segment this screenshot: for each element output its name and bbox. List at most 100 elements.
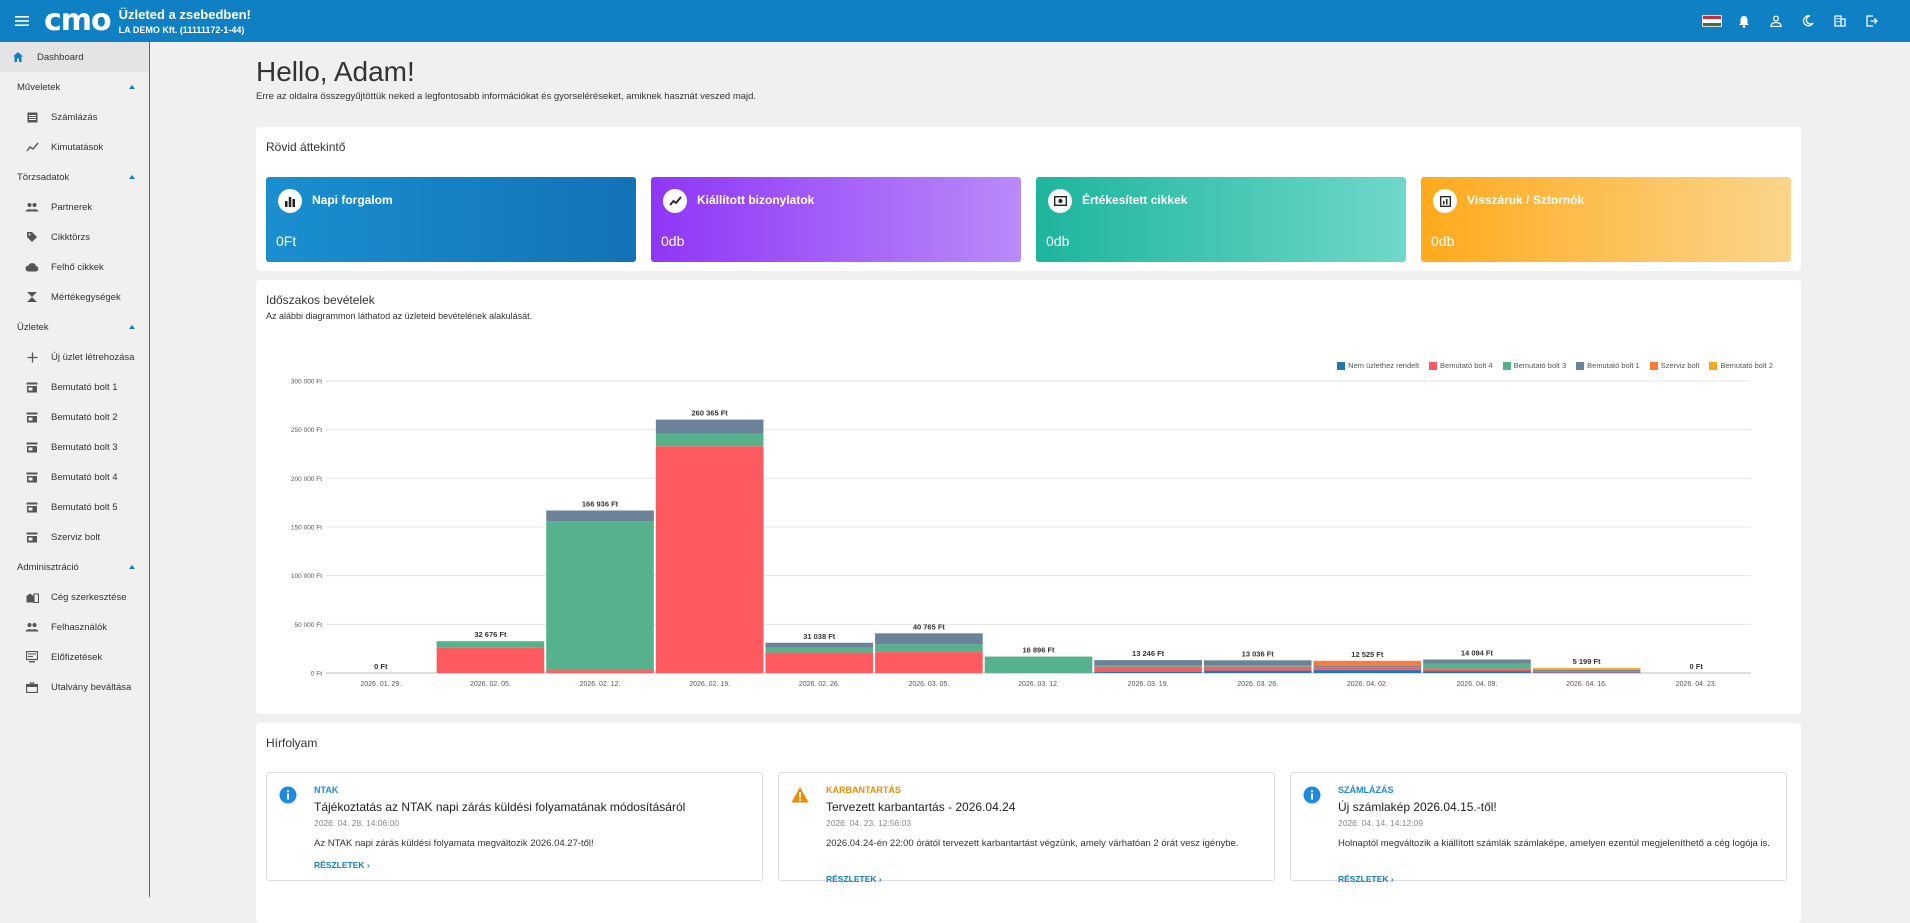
revenue-title: Időszakos bevételek: [266, 293, 375, 307]
sidebar-item-ceg[interactable]: Cég szerkesztése: [0, 582, 149, 612]
sidebar-item-dashboard[interactable]: Dashboard: [0, 42, 149, 72]
sidebar-group-torzsadatok[interactable]: Törzsadatok: [0, 162, 149, 192]
building-icon[interactable]: [1824, 0, 1856, 42]
legend-item[interactable]: Bemutató bolt 4: [1429, 361, 1493, 370]
voucher-icon: [25, 680, 39, 694]
legend-label: Bemutató bolt 3: [1513, 361, 1567, 370]
legend-item[interactable]: Bemutató bolt 1: [1576, 361, 1640, 370]
bar-segment: [1313, 670, 1422, 673]
subscription-icon: [25, 650, 39, 664]
legend-item[interactable]: Bemutató bolt 3: [1502, 361, 1567, 370]
sidebar-item-felhasznalok[interactable]: Felhasználók: [0, 612, 149, 642]
page-subtitle: Erre az oldalra összegyűjtöttük neked a …: [256, 91, 757, 102]
sidebar-item-label: Utalvány beváltása: [51, 681, 132, 693]
news-more-link[interactable]: RÉSZLETEK ›: [826, 874, 882, 884]
sidebar-item-bolt4[interactable]: Bemutató bolt 4: [0, 462, 149, 492]
hungarian-flag-icon[interactable]: [1696, 0, 1728, 42]
bar-segment: [546, 670, 654, 673]
bar-total-label: 14 094 Ft: [1461, 648, 1494, 657]
bar-total-label: 260 365 Ft: [692, 409, 729, 418]
sidebar-item-bolt3[interactable]: Bemutató bolt 3: [0, 432, 149, 462]
sidebar-item-label: Felhasználók: [51, 621, 107, 633]
user-icon[interactable]: [1760, 0, 1792, 42]
legend-label: Bemutató bolt 4: [1440, 361, 1493, 370]
bar-segment: [1094, 666, 1202, 673]
y-tick-label: 200 000 Ft: [291, 476, 322, 483]
bar-segment: [1423, 659, 1531, 660]
news-date: 2026. 04. 14. 14:12:09: [1338, 818, 1424, 828]
bar-segment: [436, 647, 545, 673]
sidebar-item-kimutatasok[interactable]: Kimutatások: [0, 132, 149, 162]
bar-segment: [1203, 670, 1312, 673]
kpi-value: 0db: [661, 233, 685, 249]
news-headline: Új számlakép 2026.04.15.-től!: [1338, 800, 1497, 814]
x-tick-label: 2026. 04. 16.: [1566, 681, 1607, 688]
sidebar: Dashboard Műveletek Számlázás Kimutatáso…: [0, 42, 150, 897]
news-headline: Tájékoztatás az NTAK napi zárás küldési …: [314, 800, 686, 814]
scale-icon: [25, 290, 39, 304]
legend-item[interactable]: Szerviz bolt: [1649, 361, 1699, 370]
bar-segment: [1313, 660, 1422, 666]
bar-segment: [1423, 671, 1531, 673]
bell-icon[interactable]: [1728, 0, 1760, 42]
legend-item[interactable]: Bemutató bolt 2: [1709, 361, 1773, 370]
news-more-link[interactable]: RÉSZLETEK ›: [1338, 874, 1394, 884]
sidebar-item-label: Felhő cikkek: [51, 261, 104, 273]
legend-label: Bemutató bolt 1: [1587, 361, 1640, 370]
sidebar-item-cikktorzs[interactable]: Cikktörzs: [0, 222, 149, 252]
moon-icon[interactable]: [1792, 0, 1824, 42]
sidebar-group-muveletek[interactable]: Műveletek: [0, 72, 149, 102]
people-icon: [25, 620, 39, 634]
kpi-row: Napi forgalom 0Ft Kiállított bizonylatok…: [266, 177, 1791, 262]
sidebar-item-label: Partnerek: [51, 201, 93, 213]
kpi-documents[interactable]: Kiállított bizonylatok 0db: [651, 177, 1021, 262]
bar-segment: [546, 510, 654, 522]
sidebar-item-partnerek[interactable]: Partnerek: [0, 192, 149, 222]
bar-segment: [1532, 672, 1641, 674]
sidebar-item-bolt5[interactable]: Bemutató bolt 5: [0, 492, 149, 522]
sidebar-item-bolt1[interactable]: Bemutató bolt 1: [0, 372, 149, 402]
sidebar-item-bolt2[interactable]: Bemutató bolt 2: [0, 402, 149, 432]
news-headline: Tervezett karbantartás - 2026.04.24: [826, 800, 1016, 814]
sidebar-item-uj-uzlet[interactable]: Új üzlet létrehozása: [0, 342, 149, 372]
sidebar-group-admin[interactable]: Adminisztráció: [0, 552, 149, 582]
bar-segment: [1532, 672, 1641, 673]
bar-total-label: 32 676 Ft: [474, 630, 507, 639]
x-tick-label: 2026. 03. 26.: [1237, 681, 1278, 688]
people-icon: [25, 200, 39, 214]
y-tick-label: 300 000 Ft: [291, 379, 322, 386]
sidebar-item-label: Mértékegységek: [51, 291, 121, 303]
kpi-daily-turnover[interactable]: Napi forgalom 0Ft: [266, 177, 636, 262]
news-more-link[interactable]: RÉSZLETEK ›: [314, 860, 370, 870]
news-body: Holnaptól megváltozik a kiállított száml…: [1338, 838, 1770, 849]
caret-up-icon: [129, 565, 135, 569]
sidebar-item-szerviz[interactable]: Szerviz bolt: [0, 522, 149, 552]
legend-item[interactable]: Nem üzlethez rendelt: [1337, 361, 1419, 370]
trend-icon: [663, 189, 687, 213]
logout-icon[interactable]: [1856, 0, 1888, 42]
sidebar-group-uzletek[interactable]: Üzletek: [0, 312, 149, 342]
sidebar-item-felho[interactable]: Felhő cikkek: [0, 252, 149, 282]
news-more-label: RÉSZLETEK: [1338, 874, 1389, 884]
bar-total-label: 5 199 Ft: [1573, 657, 1601, 666]
brand-block: Üzleted a zsebedben! LA DEMO Kft. (11111…: [119, 7, 251, 35]
sidebar-item-label: Szerviz bolt: [51, 531, 101, 543]
news-more-label: RÉSZLETEK: [314, 860, 365, 870]
sidebar-item-elofizetesek[interactable]: Előfizetések: [0, 642, 149, 672]
overview-title: Rövid áttekintő: [266, 140, 346, 154]
app-logo[interactable]: cmo: [44, 3, 112, 38]
store-icon: [25, 530, 39, 544]
main-content: Hello, Adam! Erre az oldalra összegyűjtö…: [256, 42, 1801, 923]
sidebar-item-szamlazas[interactable]: Számlázás: [0, 102, 149, 132]
sidebar-item-utalvany[interactable]: Utalvány beváltása: [0, 672, 149, 702]
kpi-label: Napi forgalom: [312, 193, 393, 207]
home-icon: [11, 50, 25, 64]
sidebar-item-mertek[interactable]: Mértékegységek: [0, 282, 149, 312]
kpi-sold-items[interactable]: Értékesített cikkek 0db: [1036, 177, 1406, 262]
kpi-label: Értékesített cikkek: [1082, 193, 1188, 207]
bar-segment: [765, 642, 874, 648]
revenue-card: Időszakos bevételek Az alábbi diagrammon…: [256, 280, 1801, 714]
plus-icon: [25, 350, 39, 364]
menu-icon[interactable]: [0, 0, 44, 42]
kpi-returns[interactable]: Visszáruk / Sztornók 0db: [1421, 177, 1791, 262]
